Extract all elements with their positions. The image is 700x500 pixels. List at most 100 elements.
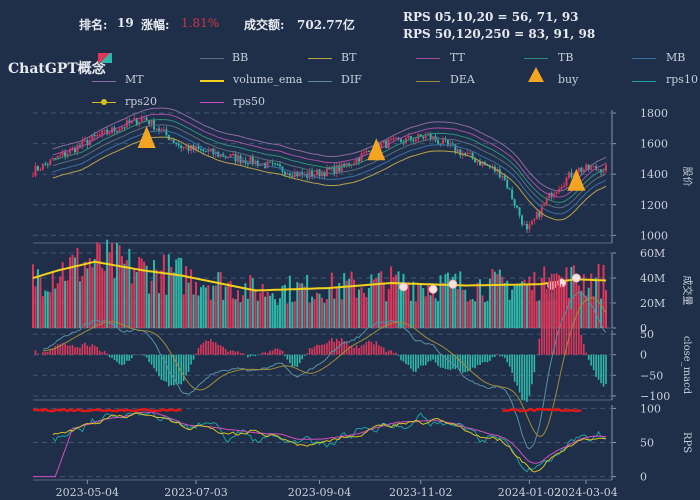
rps-high-marker xyxy=(32,407,182,413)
volume-bar xyxy=(491,268,494,328)
legend-dif-swatch xyxy=(308,81,332,82)
macd-bar xyxy=(239,353,242,355)
volume-bar xyxy=(162,254,165,328)
legend-rps50-swatch xyxy=(200,102,224,103)
volume-bar xyxy=(39,277,42,328)
volume-bar xyxy=(439,275,442,328)
volume-axis-label: 成交量 xyxy=(681,276,694,306)
legend-volume-ema-swatch xyxy=(200,80,224,82)
macd-bar xyxy=(521,354,523,400)
candle xyxy=(498,169,501,178)
macd-bar xyxy=(523,354,526,401)
macd-bar xyxy=(526,354,528,402)
macd-bar xyxy=(368,340,370,355)
candle xyxy=(209,148,212,151)
volume-bar xyxy=(459,271,462,328)
macd-bar xyxy=(474,354,476,369)
candle xyxy=(36,165,39,171)
volume-bar xyxy=(506,280,509,328)
volume-bar xyxy=(345,280,348,328)
macd-bar xyxy=(442,354,444,368)
volume-bar xyxy=(518,284,521,328)
macd-bar xyxy=(229,350,232,355)
volume-bar xyxy=(325,299,328,328)
volume-bar xyxy=(483,302,486,328)
macd-bar xyxy=(407,354,410,366)
candle xyxy=(454,144,457,153)
candle xyxy=(49,159,52,165)
ytick-label: 1800 xyxy=(640,107,668,120)
candle xyxy=(128,120,131,124)
candle xyxy=(481,162,484,166)
volume-bar xyxy=(61,262,64,328)
candle xyxy=(249,156,252,165)
volume-bar xyxy=(281,285,284,328)
candle xyxy=(202,149,205,152)
macd-bar xyxy=(415,354,417,372)
candle xyxy=(91,134,94,141)
volume-bar xyxy=(66,280,69,328)
macd-bar xyxy=(301,354,304,360)
macd-bar xyxy=(177,354,180,384)
macd-bar xyxy=(518,354,521,393)
macd-bar xyxy=(328,340,331,355)
macd-bar xyxy=(271,350,274,355)
macd-bar xyxy=(484,354,486,363)
candle xyxy=(185,146,188,148)
macd-bar xyxy=(59,344,61,355)
volume-bar xyxy=(469,299,472,328)
volume-bar xyxy=(602,264,605,328)
volume-bar xyxy=(288,275,291,328)
legend-rps10: rps10 xyxy=(666,73,698,86)
volume-bar xyxy=(140,258,143,328)
volume-bar xyxy=(118,245,121,328)
macd-bar xyxy=(494,354,496,357)
volume-bar xyxy=(153,260,156,328)
volume-bar xyxy=(113,278,116,328)
ytick-label: −50 xyxy=(640,369,663,382)
volume-bar xyxy=(597,263,600,328)
macd-bar xyxy=(242,353,244,355)
candle xyxy=(41,163,44,170)
macd-bar xyxy=(76,346,79,355)
volume-bar xyxy=(343,273,346,328)
volume-bar xyxy=(135,271,138,328)
macd-bar xyxy=(602,354,605,387)
candle xyxy=(429,133,432,139)
candle xyxy=(471,152,474,159)
macd-bar xyxy=(597,354,600,380)
legend-mb-swatch xyxy=(632,58,656,59)
volume-bar xyxy=(565,267,568,328)
volume-bar xyxy=(471,299,474,328)
candle xyxy=(567,172,570,178)
candle xyxy=(175,142,178,145)
volume-bar xyxy=(600,298,603,328)
volume-bar xyxy=(298,283,301,328)
volume-bar xyxy=(577,285,580,328)
volume-bar xyxy=(101,267,104,328)
volume-bar xyxy=(444,274,447,328)
candle xyxy=(548,192,551,199)
volume-highlight xyxy=(428,284,438,294)
macd-bar xyxy=(210,339,212,355)
volume-bar xyxy=(523,279,526,328)
volume-bar xyxy=(111,242,114,328)
macd-bar xyxy=(417,354,420,369)
candle xyxy=(120,127,123,130)
macd-bar xyxy=(548,277,550,355)
macd-bar xyxy=(590,354,592,366)
candle xyxy=(318,169,321,177)
macd-bar xyxy=(98,350,101,355)
macd-bar xyxy=(234,351,237,355)
macd-bar xyxy=(380,346,383,355)
macd-bar xyxy=(587,354,590,360)
candle xyxy=(528,224,531,230)
candle xyxy=(246,163,249,165)
volume-bar xyxy=(286,303,289,328)
legend-tb-swatch xyxy=(524,58,548,59)
macd-bar xyxy=(358,347,360,355)
volume-bar xyxy=(530,289,533,328)
candle xyxy=(602,170,605,173)
macd-bar xyxy=(350,345,353,355)
legend-mb: MB xyxy=(666,51,686,64)
